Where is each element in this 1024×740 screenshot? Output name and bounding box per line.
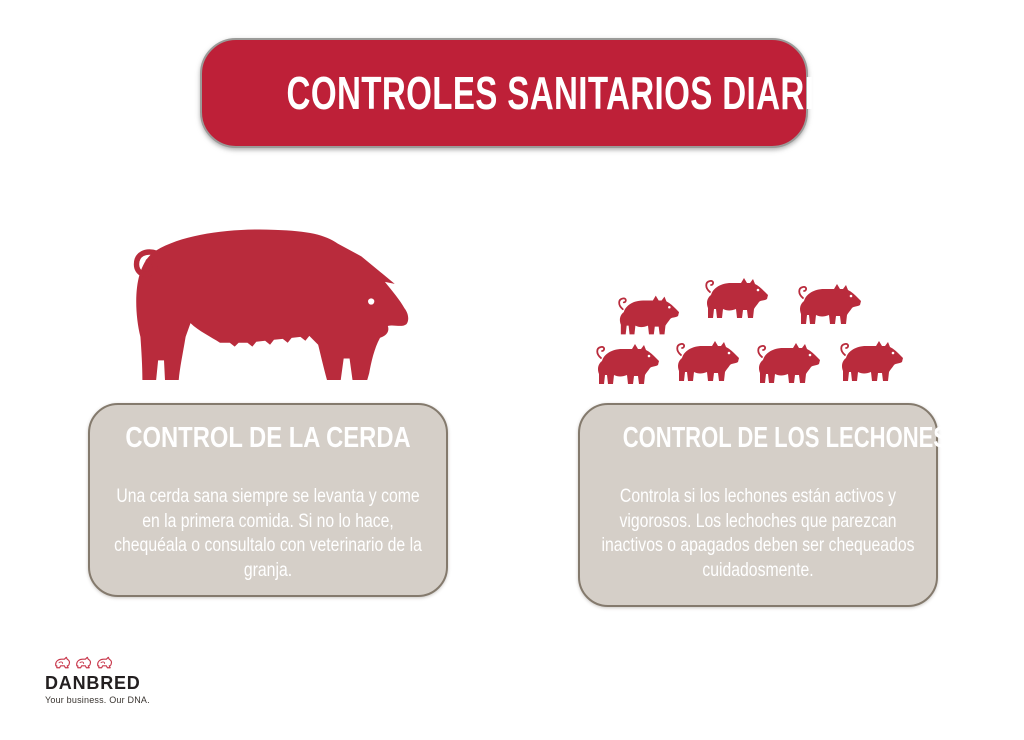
card-control-cerda: CONTROL DE LA CERDA Una cerda sana siemp…	[88, 403, 448, 597]
card-title-cerda: CONTROL DE LA CERDA	[125, 422, 411, 454]
sow-icon	[128, 221, 416, 383]
piglet-group	[590, 270, 920, 392]
card-title-lechones: CONTROL DE LOS LECHONES	[622, 422, 949, 454]
page-title: CONTROLES SANITARIOS DIARIOS	[286, 67, 863, 119]
card-control-lechones: CONTROL DE LOS LECHONES Controla si los …	[578, 403, 949, 607]
danbred-pigs-icon	[53, 655, 165, 671]
card-body-lechones: Controla si los lechones están activos y…	[601, 486, 915, 582]
piglet-icon	[592, 341, 662, 387]
logo-tagline: Your business. Our DNA.	[45, 695, 150, 705]
piglet-icon	[616, 292, 680, 338]
logo-wordmark: DANBRED	[45, 673, 141, 693]
piglet-icon	[795, 281, 863, 327]
card-body-cerda: Una cerda sana siempre se levanta y come…	[114, 486, 422, 582]
title-banner: CONTROLES SANITARIOS DIARIOS	[200, 38, 863, 148]
piglet-icon	[673, 338, 741, 384]
danbred-logo: DANBRED Your business. Our DNA.	[45, 655, 165, 705]
piglet-icon	[702, 275, 770, 321]
piglet-icon	[754, 340, 822, 386]
piglet-icon	[836, 338, 906, 384]
